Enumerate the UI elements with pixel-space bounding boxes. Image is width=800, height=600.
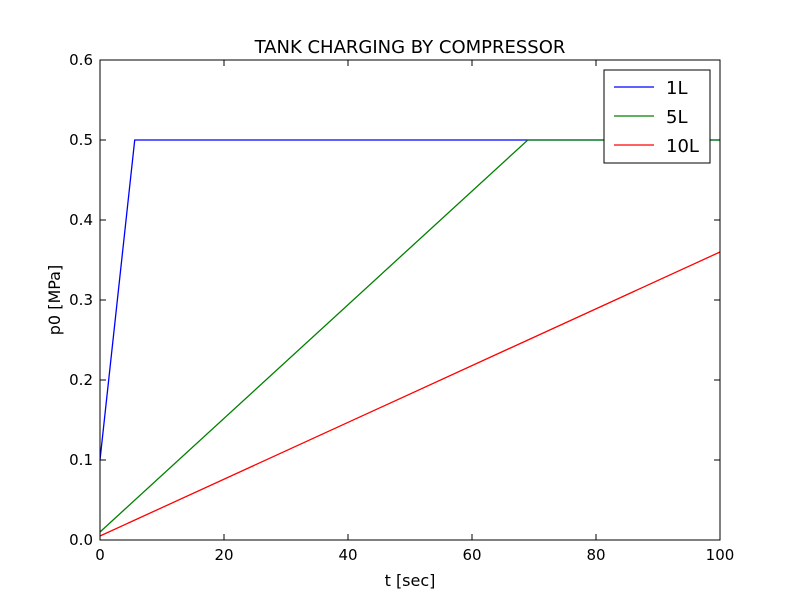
chart-title: TANK CHARGING BY COMPRESSOR <box>254 37 566 58</box>
y-tick-label: 0.4 <box>69 211 93 229</box>
x-tick-label: 40 <box>338 546 357 564</box>
y-tick-label: 0.1 <box>69 451 93 469</box>
legend-label-10l: 10L <box>666 136 699 157</box>
y-axis-label: p0 [MPa] <box>45 265 64 335</box>
y-tick-label: 0.5 <box>69 131 93 149</box>
series-line-10l <box>99 251 721 537</box>
x-tick-label: 80 <box>586 546 605 564</box>
y-tick-label: 0.6 <box>69 51 93 69</box>
y-tick-label: 0.2 <box>69 371 93 389</box>
axes-frame <box>99 59 721 541</box>
x-tick-label: 0 <box>95 546 105 564</box>
x-tick-label: 100 <box>706 546 735 564</box>
legend-label-1l: 1L <box>666 78 687 99</box>
legend: 1L 5L 10L <box>603 69 711 164</box>
x-tick-label: 60 <box>462 546 481 564</box>
series-line-1l <box>99 139 720 461</box>
legend-label-5l: 5L <box>666 107 687 128</box>
axis-ticks: 0 20 40 60 80 100 0.0 0.1 0.2 0.3 0.4 0.5 0.6 <box>69 51 734 564</box>
y-tick-label: 0.0 <box>69 531 93 549</box>
y-tick-label: 0.3 <box>69 291 93 309</box>
x-tick-label: 20 <box>214 546 233 564</box>
x-axis-label: t [sec] <box>385 571 436 590</box>
